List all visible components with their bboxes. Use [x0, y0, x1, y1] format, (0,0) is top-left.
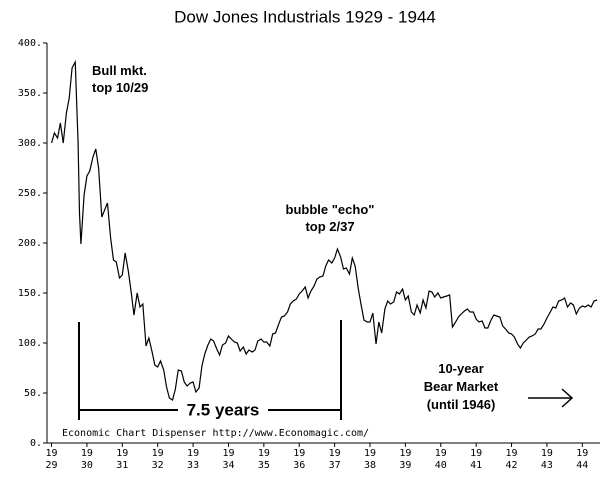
x-tick-label: 19 31 — [116, 448, 128, 471]
line — [50, 59, 598, 401]
x-tick-label: 19 41 — [470, 448, 482, 471]
x-tick-label: 19 30 — [81, 448, 93, 471]
y-tick-label: 100. — [18, 338, 42, 349]
x-tick-label: 19 35 — [258, 448, 270, 471]
annotation: 10-year Bear Market (until 1946) — [424, 361, 499, 412]
x-tick-label: 19 36 — [293, 448, 305, 471]
y-tick-label: 50. — [24, 388, 42, 399]
bracket — [78, 320, 342, 420]
x-tick-label: 19 42 — [506, 448, 518, 471]
y-tick-label: 0. — [30, 438, 42, 449]
x-tick-label: 19 38 — [364, 448, 376, 471]
arrow — [528, 388, 574, 408]
x-tick-label: 19 40 — [435, 448, 447, 471]
y-tick-label: 400. — [18, 38, 42, 49]
x-tick-label: 19 44 — [576, 448, 588, 471]
annotation: Bull mkt. top 10/29 — [92, 63, 148, 95]
x-tick-label: 19 34 — [222, 448, 234, 471]
x-tick-label: 19 33 — [187, 448, 199, 471]
x-tick-label: 19 43 — [541, 448, 553, 471]
x-tick-label: 19 37 — [329, 448, 341, 471]
annotation: bubble "echo" top 2/37 — [286, 202, 375, 234]
y-tick-label: 300. — [18, 138, 42, 149]
annotation: 7.5 years — [187, 400, 260, 419]
chart-title: Dow Jones Industrials 1929 - 1944 — [174, 7, 436, 26]
x-tick-label: 19 39 — [399, 448, 411, 471]
y-tick-label: 350. — [18, 88, 42, 99]
y-tick-label: 150. — [18, 288, 42, 299]
x-tick-label: 19 32 — [152, 448, 164, 471]
x-tick-label: 19 29 — [46, 448, 58, 471]
y-tick-label: 200. — [18, 238, 42, 249]
source-note: Economic Chart Dispenser http://www.Econ… — [62, 428, 369, 439]
y-tick-label: 250. — [18, 188, 42, 199]
annotations: Bull mkt. top 10/29 bubble "echo" top 2/37 7… — [62, 63, 499, 439]
